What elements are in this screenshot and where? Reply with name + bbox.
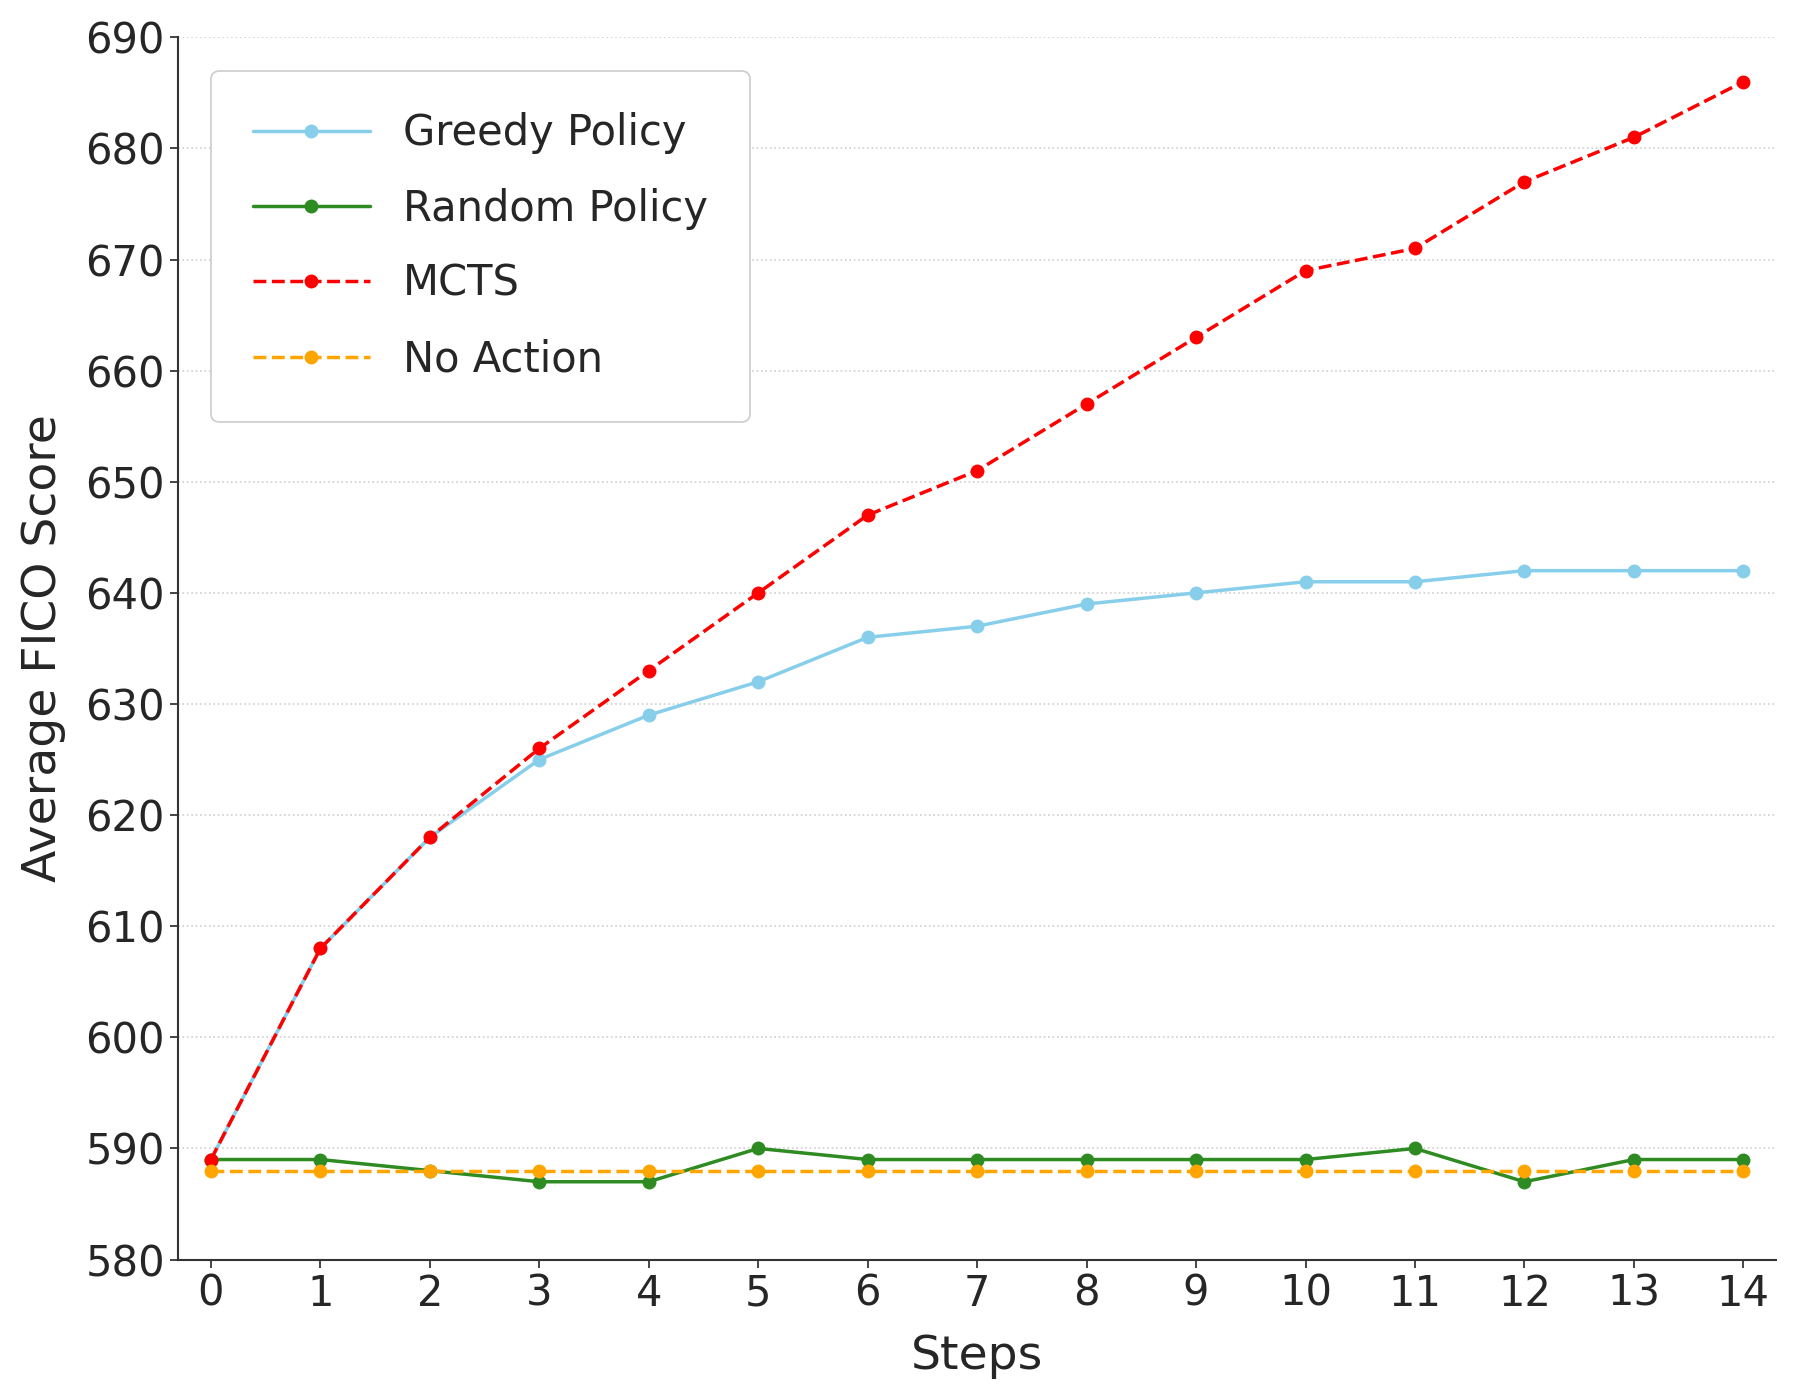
Random Policy [967,1151,988,1168]
MCTS [638,662,659,679]
No Action [1403,1162,1425,1179]
Random Policy [528,1173,550,1190]
Greedy Policy [1403,574,1425,591]
MCTS [1076,396,1098,413]
Random Policy [1294,1151,1315,1168]
Line: Greedy Policy: Greedy Policy [205,564,1750,1166]
MCTS [748,584,769,601]
Greedy Policy [419,829,440,846]
MCTS [309,939,331,956]
Random Policy [419,1162,440,1179]
Greedy Policy [1076,595,1098,612]
Random Policy [748,1140,769,1156]
Line: No Action: No Action [205,1165,1750,1177]
No Action [1513,1162,1535,1179]
MCTS [857,507,879,524]
No Action [1732,1162,1754,1179]
Random Policy [199,1151,221,1168]
MCTS [1513,174,1535,190]
MCTS [1186,329,1208,346]
Greedy Policy [857,629,879,645]
No Action [1623,1162,1644,1179]
No Action [967,1162,988,1179]
MCTS [419,829,440,846]
Greedy Policy [1294,574,1315,591]
Greedy Policy [638,707,659,724]
No Action [528,1162,550,1179]
Random Policy [638,1173,659,1190]
Greedy Policy [1186,584,1208,601]
Greedy Policy [967,617,988,634]
Random Policy [1732,1151,1754,1168]
Greedy Policy [528,752,550,769]
Line: Random Policy: Random Policy [205,1142,1750,1189]
Line: MCTS: MCTS [205,76,1750,1166]
Legend: Greedy Policy, Random Policy, MCTS, No Action: Greedy Policy, Random Policy, MCTS, No A… [212,70,749,421]
Random Policy [857,1151,879,1168]
MCTS [528,741,550,757]
No Action [857,1162,879,1179]
MCTS [1294,262,1315,279]
Greedy Policy [1513,563,1535,580]
Greedy Policy [748,673,769,690]
Greedy Policy [199,1151,221,1168]
Greedy Policy [1732,563,1754,580]
No Action [309,1162,331,1179]
Greedy Policy [1623,563,1644,580]
MCTS [199,1151,221,1168]
Random Policy [1403,1140,1425,1156]
MCTS [967,462,988,479]
Random Policy [1623,1151,1644,1168]
Y-axis label: Average FICO Score: Average FICO Score [22,414,66,882]
No Action [638,1162,659,1179]
No Action [199,1162,221,1179]
Greedy Policy [309,939,331,956]
Random Policy [1076,1151,1098,1168]
MCTS [1732,73,1754,90]
No Action [1076,1162,1098,1179]
MCTS [1623,129,1644,146]
X-axis label: Steps: Steps [911,1334,1044,1379]
Random Policy [1513,1173,1535,1190]
No Action [419,1162,440,1179]
No Action [1186,1162,1208,1179]
Random Policy [309,1151,331,1168]
No Action [748,1162,769,1179]
No Action [1294,1162,1315,1179]
MCTS [1403,239,1425,256]
Random Policy [1186,1151,1208,1168]
